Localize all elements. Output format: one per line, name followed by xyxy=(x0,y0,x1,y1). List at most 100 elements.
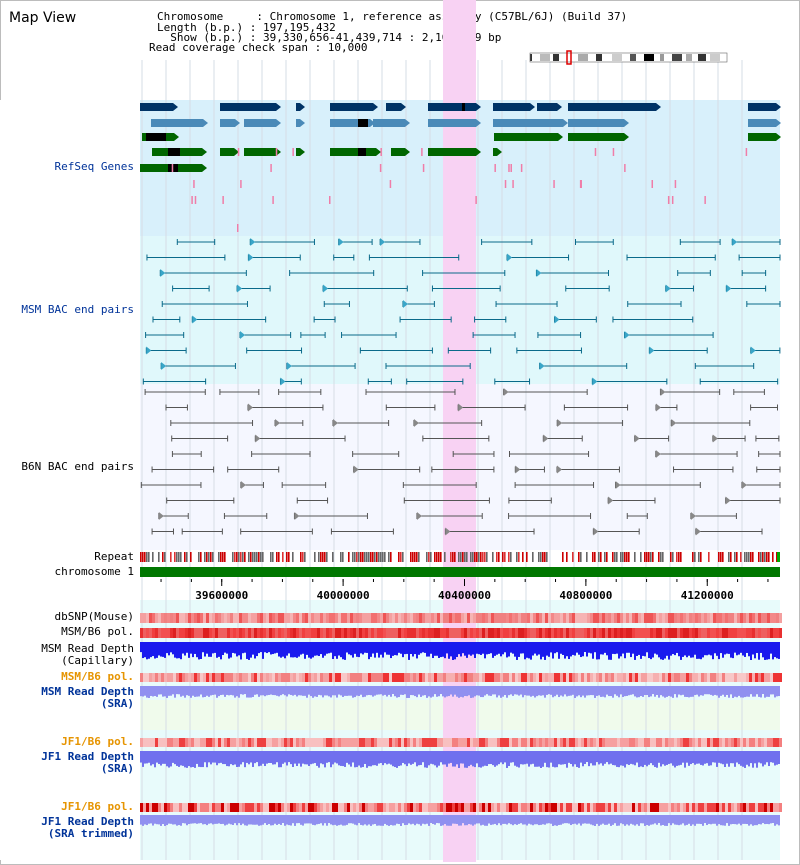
msm-depth-capillary-bar xyxy=(502,642,504,655)
dbsnp-heat-cell xyxy=(689,613,692,623)
msm-b6-pol-heat-cell xyxy=(182,628,185,638)
msm-bac-arrow xyxy=(402,300,408,308)
jf1-b6-pol-heat-cell xyxy=(470,738,473,747)
dbsnp-heat-cell xyxy=(692,613,695,623)
msm-depth-sra-bar xyxy=(268,686,270,695)
msm-depth-sra-bar xyxy=(292,686,294,696)
msm-b6-pol-heat-cell xyxy=(248,628,251,638)
msm-b6-pol-heat-cell xyxy=(638,628,641,638)
msm-b6-pol2-heat-cell xyxy=(383,673,386,682)
msm-depth-capillary-bar xyxy=(776,642,778,659)
jf1-depth-trim-bar xyxy=(362,815,364,826)
jf1-depth-trim-bar xyxy=(326,815,328,826)
msm-b6-pol2-heat-cell xyxy=(743,673,746,682)
msm-depth-capillary-bar xyxy=(506,642,508,658)
jf1-b6-pol-heat-cell xyxy=(644,738,647,747)
msm-depth-sra-bar xyxy=(396,686,398,698)
msm-depth-sra-bar xyxy=(700,686,702,696)
jf1-depth-sra-bar xyxy=(404,751,406,765)
jf1-depth-sra-bar xyxy=(688,751,690,766)
msm-b6-pol-heat-cell xyxy=(257,628,260,638)
msm-depth-capillary-bar xyxy=(558,642,560,659)
msm-depth-capillary-bar xyxy=(772,642,774,660)
b6n-bac-label[interactable]: B6N BAC end pairs xyxy=(21,460,134,473)
dbsnp-heat-cell xyxy=(377,613,380,623)
repeat-mark xyxy=(152,552,154,562)
msm-depth-capillary-bar xyxy=(448,642,450,659)
jf1-b6-pol2-heat-cell xyxy=(167,803,170,812)
msm-depth-sra-bar xyxy=(228,686,230,696)
jf1-depth-trim-bar xyxy=(460,815,462,826)
msm-b6-pol2-heat-cell xyxy=(713,673,716,682)
jf1-depth-sra-bar xyxy=(762,751,764,767)
jf1-b6-pol2-heat-cell xyxy=(551,803,554,812)
msm-b6-pol-heat-cell xyxy=(491,628,494,638)
msm-b6-pol-heat-cell xyxy=(146,628,149,638)
dbsnp-heat-cell xyxy=(416,613,419,623)
jf1-depth-trim-bar xyxy=(266,815,268,826)
jf1-depth-sra-bar xyxy=(180,751,182,766)
dbsnp-heat-cell xyxy=(647,613,650,623)
jf1-depth-trim-bar xyxy=(186,815,188,826)
dbsnp-heat-cell xyxy=(176,613,179,623)
msm-bac-arrow xyxy=(732,238,738,246)
jf1-b6-pol2-heat-cell xyxy=(722,803,725,812)
jf1-depth-trim-bar xyxy=(490,815,492,825)
msm-b6-pol2-heat-cell xyxy=(617,673,620,682)
msm-depth-capillary-bar xyxy=(634,642,636,660)
msm-depth-sra-bar xyxy=(416,686,418,698)
jf1-depth-sra-bar xyxy=(744,751,746,768)
jf1-depth-trim-bar xyxy=(574,815,576,824)
repeat-mark xyxy=(546,552,548,562)
jf1-depth-trim-bar xyxy=(274,815,276,824)
dbsnp-heat-cell xyxy=(725,613,728,623)
msm-depth-sra-bar xyxy=(256,686,258,695)
jf1-depth-sra-bar xyxy=(590,751,592,764)
msm-b6-pol-heat-cell xyxy=(317,628,320,638)
jf1-depth-sra-bar xyxy=(522,751,524,765)
dbsnp-heat-cell xyxy=(524,613,527,623)
jf1-b6-pol2-heat-cell xyxy=(449,803,452,812)
jf1-depth-sra-bar xyxy=(182,751,184,766)
msm-depth-capillary-bar xyxy=(764,642,766,660)
dbsnp-heat-cell xyxy=(734,613,737,623)
refseq-genes-label[interactable]: RefSeq Genes xyxy=(54,160,134,173)
msm-bac-arrow xyxy=(248,253,254,262)
jf1-b6-pol-heat-cell xyxy=(254,738,257,747)
jf1-b6-pol2-heat-cell xyxy=(710,803,713,812)
jf1-depth-sra-bar xyxy=(562,751,564,765)
msm-depth-sra-bar xyxy=(528,686,530,696)
jf1-b6-pol2-heat-cell xyxy=(416,803,419,812)
jf1-depth-trim-bar xyxy=(404,815,406,826)
jf1-b6-pol-heat-cell xyxy=(257,738,260,747)
msm-bac-arrow xyxy=(665,284,671,293)
jf1-b6-pol-heat-cell xyxy=(602,738,605,747)
jf1-depth-trim-bar xyxy=(328,815,330,824)
jf1-depth-sra-bar xyxy=(142,751,144,767)
msm-depth-sra-bar xyxy=(652,686,654,695)
msm-b6-pol2-heat-cell xyxy=(425,673,428,682)
b6n-bac-arrow xyxy=(353,465,359,474)
jf1-b6-pol-heat-cell xyxy=(368,738,371,747)
repeat-mark xyxy=(634,552,636,562)
msm-b6-pol2-heat-cell xyxy=(680,673,683,682)
msm-depth-sra-bar xyxy=(462,686,464,698)
repeat-mark xyxy=(148,552,150,562)
msm-depth-capillary-bar xyxy=(768,642,770,660)
refseq-small-feature xyxy=(380,148,382,156)
msm-depth-capillary-bar xyxy=(682,642,684,657)
msm-depth-capillary-bar xyxy=(142,642,144,659)
msm-bac-label[interactable]: MSM BAC end pairs xyxy=(21,303,134,316)
msm-b6-pol2-heat-cell xyxy=(386,673,389,682)
jf1-depth-sra-bar xyxy=(320,751,322,764)
msm-depth-capillary-bar xyxy=(364,642,366,653)
jf1-b6-pol2-heat-cell xyxy=(617,803,620,812)
msm-b6-pol-heat-cell xyxy=(353,628,356,638)
msm-b6-pol-heat-cell xyxy=(290,628,293,638)
jf1-depth-trim-bar xyxy=(380,815,382,826)
jf1-depth-sra-bar xyxy=(432,751,434,765)
msm-b6-pol2-heat-cell xyxy=(314,673,317,682)
msm-depth-capillary-bar xyxy=(462,642,464,654)
jf1-depth-trim-bar xyxy=(580,815,582,826)
